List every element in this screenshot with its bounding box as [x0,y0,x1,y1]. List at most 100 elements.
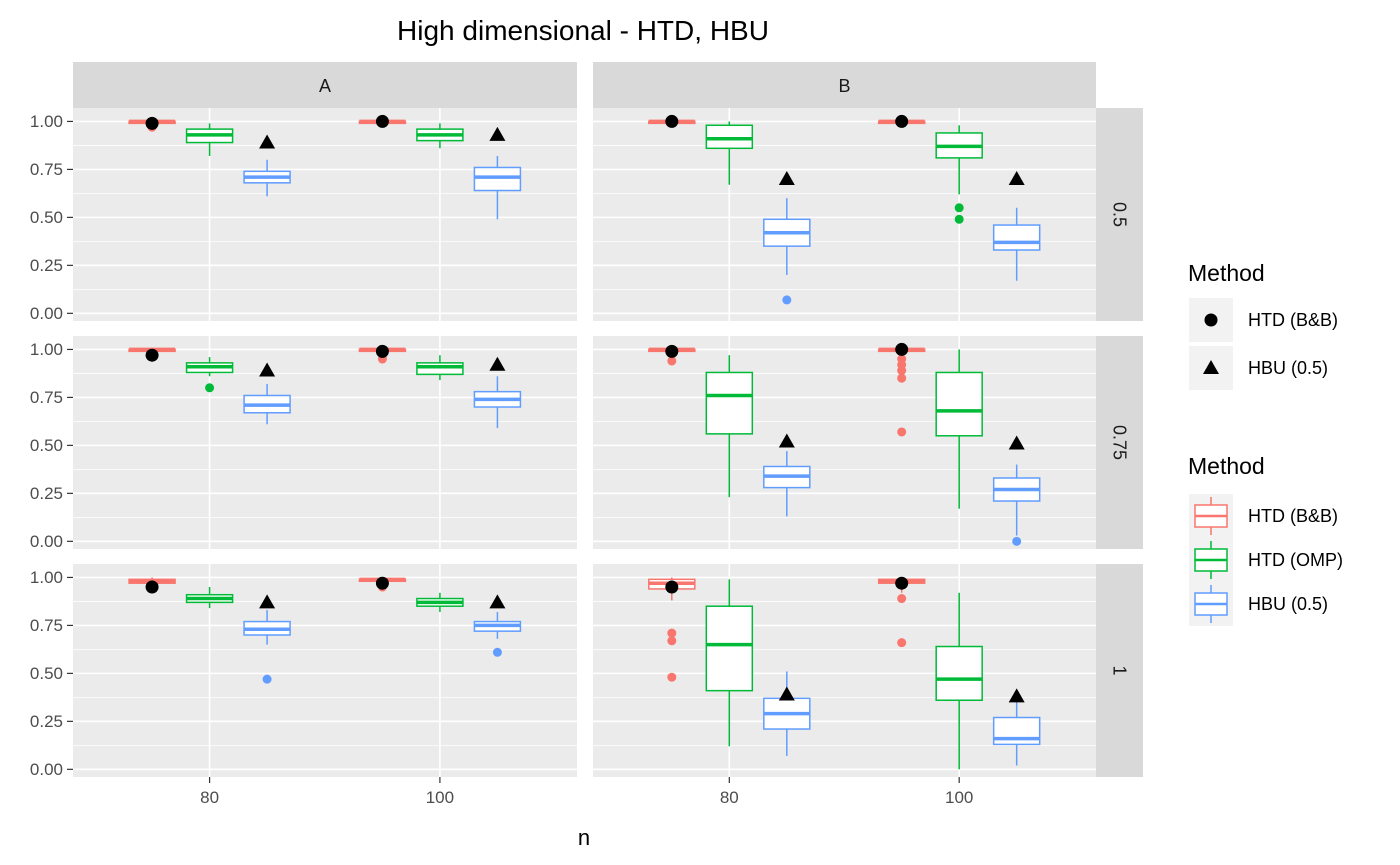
panel-B-0.75 [593,336,1096,549]
hbu-marker [259,594,276,609]
hbu-marker [1008,688,1025,703]
htd-bb-marker [895,576,909,590]
hbu-marker [489,126,506,141]
htd-bb-marker [375,114,389,128]
boxplot-HTD (OMP) [705,355,754,498]
boxplot-HBU (0.5) [473,155,522,220]
legend: Method HTD (B&B) HBU (0.5) Method HTD (B&B) H… [1188,260,1343,626]
outlier-point [667,636,677,646]
facet-strip-row-0.5 [1096,108,1143,321]
htd-bb-marker [375,344,389,358]
legend-title: Method [1188,260,1265,286]
chart-title: High dimensional - HTD, HBU [397,15,769,46]
boxplot-HBU (0.5) [243,610,291,684]
facet-strip-row-0.75 [1096,336,1143,549]
boxplot-HBU (0.5) [992,207,1041,281]
outlier-point [667,628,677,638]
htd-bb-marker [145,580,159,594]
y-tick-label: 0.25 [30,256,63,275]
htd-bb-marker [665,344,679,358]
outlier-point [897,638,907,648]
x-axis-title: n [578,825,590,850]
x-tick-label: 100 [945,788,973,807]
x-tick-label: 100 [426,788,454,807]
hbu-marker [778,686,795,701]
boxplot-HTD (OMP) [416,123,464,149]
facet-strip-B [593,62,1096,108]
boxplot-HTD (OMP) [935,125,983,224]
panel-background [593,336,1096,549]
y-tick-label: 0.00 [30,304,63,323]
y-tick-label: 0.50 [30,436,63,455]
htd-bb-marker [895,342,909,356]
htd-bb-marker [665,580,679,594]
y-tick-label: 0.00 [30,532,63,551]
hbu-marker [489,356,506,371]
panel-background [73,564,577,777]
boxplot-HTD (OMP) [185,587,234,609]
boxplot-HTD (OMP) [935,592,983,770]
boxplot-HBU (0.5) [243,383,291,425]
hbu-marker [259,134,276,149]
boxplot-HTD (OMP) [705,579,754,747]
y-tick-label: 0.25 [30,712,63,731]
outlier-point [954,203,964,213]
outlier-point [897,366,907,376]
boxplot-HTD (OMP) [705,121,754,185]
y-tick-label: 0.50 [30,664,63,683]
boxplot-HBU (0.5) [473,611,522,657]
legend-title: Method [1188,453,1265,479]
boxplot-HBU (0.5) [473,376,522,429]
facet-label-row-0.5: 0.5 [1110,202,1130,227]
facet-label-A: A [319,76,331,96]
y-tick-label: 0.25 [30,484,63,503]
boxplot-HBU (0.5) [992,464,1041,546]
box [705,371,754,435]
boxplot-HBU (0.5) [763,451,811,517]
legend-label: HTD (B&B) [1248,506,1338,526]
boxplot-HTD (OMP) [935,349,983,509]
hbu-marker [778,171,795,185]
y-tick-label: 1.00 [30,112,63,131]
box [705,605,754,692]
panel-background [593,108,1096,321]
box [992,224,1041,251]
y-tick-label: 1.00 [30,568,63,587]
outlier-point [782,295,792,305]
outlier-point [897,594,907,604]
box [935,645,983,701]
outlier-point [954,214,964,224]
facet-label-B: B [838,76,850,96]
legend-label: HBU (0.5) [1248,358,1328,378]
boxplot-HBU (0.5) [243,159,291,197]
box [705,124,754,150]
outlier-point [897,373,907,383]
outlier-point [667,356,677,366]
outlier-point [897,427,907,437]
panel-A-0.5 [73,108,577,321]
panel-background [73,336,577,549]
facet-strip-A [73,62,577,108]
box [935,371,983,437]
boxplot-HTD (OMP) [416,355,464,381]
x-tick-label: 80 [720,788,739,807]
boxplot-HTD (OMP) [185,357,234,393]
box [416,362,464,376]
boxplot-HBU (0.5) [763,671,811,756]
panel-B-1 [593,564,1096,777]
boxplot-HBU (0.5) [763,198,811,305]
box [473,166,522,192]
htd-bb-marker [375,576,389,590]
boxplot-HTD (OMP) [416,592,464,612]
htd-bb-marker [895,114,909,128]
panel-A-1 [73,564,577,777]
legend-circle-marker [1204,313,1218,327]
hbu-marker [1008,435,1025,450]
y-tick-label: 1.00 [30,340,63,359]
boxplot-HBU (0.5) [992,702,1041,766]
y-tick-label: 0.50 [30,208,63,227]
facet-label-row-1: 1 [1110,665,1130,675]
outlier-point [205,383,215,393]
boxplot-HTD (OMP) [185,123,234,156]
hbu-marker [489,594,506,609]
